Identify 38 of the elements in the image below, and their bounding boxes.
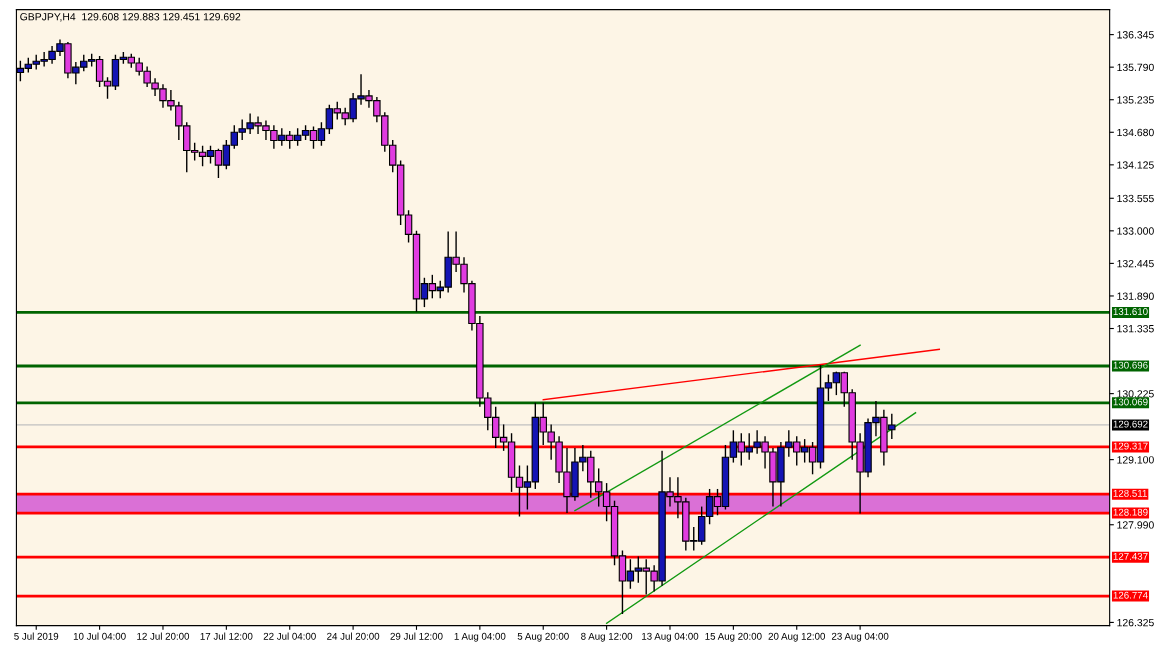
x-tick-label: 22 Jul 04:00 [263,632,316,640]
y-tick-label: 136.345 [1117,31,1154,39]
x-tick-label: 8 Aug 12:00 [581,632,633,642]
y-tick-label: 133.555 [1117,194,1154,203]
x-tick-label: 5 Jul 2019 [14,632,59,640]
y-tick-label: 131.890 [1117,292,1154,300]
ref-line-label: 128.189 [1113,508,1148,516]
x-tick-label: 12 Jul 20:00 [137,632,190,640]
ref-line-label: 129.692 [1113,420,1148,428]
x-tick-label: 5 Aug 20:00 [517,632,569,642]
x-tick-label: 17 Jul 12:00 [200,632,253,640]
y-tick-label: 132.445 [1117,259,1154,268]
x-tick-label: 29 Jul 12:00 [390,632,443,640]
ref-line-label: 128.511 [1113,489,1147,497]
x-tick-label: 20 Aug 12:00 [768,632,826,642]
y-tick-label: 134.125 [1117,161,1154,169]
x-tick-label: 10 Jul 04:00 [73,632,126,640]
y-tick-label: 129.100 [1117,456,1154,464]
y-tick-label: 135.790 [1117,63,1154,72]
ref-line-label: 129.317 [1113,442,1148,450]
x-tick-label: 23 Aug 04:00 [831,632,889,642]
chart-title: GBPJPY,H4 129.608 129.883 129.451 129.692 [20,13,241,22]
y-tick-label: 126.325 [1117,618,1154,627]
y-tick-label: 130.225 [1117,390,1154,398]
y-tick-label: 135.235 [1117,96,1154,104]
ref-line-label: 130.069 [1113,398,1148,406]
x-tick-label: 1 Aug 04:00 [454,632,506,642]
y-tick-label: 133.000 [1117,227,1154,235]
x-tick-label: 13 Aug 04:00 [642,632,699,642]
x-tick-label: 15 Aug 20:00 [705,632,762,642]
ref-line-label: 131.610 [1113,308,1148,315]
y-tick-label: 134.680 [1117,128,1154,137]
x-tick-label: 24 Jul 20:00 [327,632,380,640]
y-tick-label: 127.990 [1117,521,1154,529]
y-tick-label: 131.335 [1117,325,1154,333]
ref-line-label: 126.774 [1113,591,1148,599]
ref-line-label: 130.696 [1113,361,1148,369]
ref-line-label: 127.437 [1113,552,1148,560]
